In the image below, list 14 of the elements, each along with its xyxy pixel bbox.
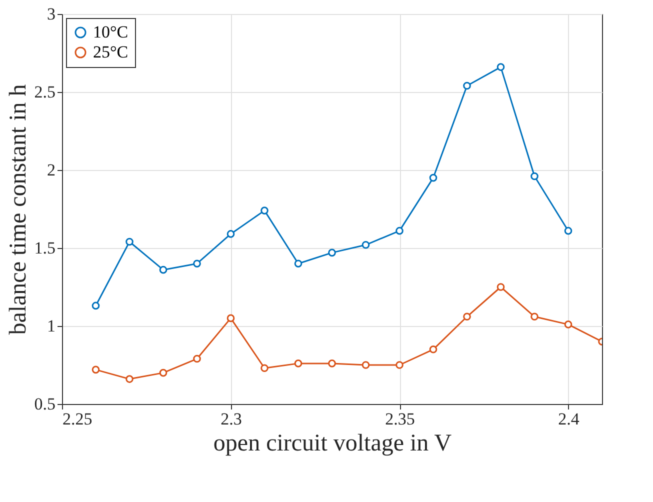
y-tick-label: 3 <box>47 4 56 24</box>
y-tick-label: 1 <box>47 316 56 336</box>
x-tick-label: 2.4 <box>558 410 580 428</box>
y-axis-title: balance time constant in h <box>5 84 32 335</box>
x-tick-label: 2.35 <box>385 410 415 428</box>
legend-label: 25°C <box>93 42 128 62</box>
x-tick-label: 2.3 <box>220 410 242 428</box>
y-tick-label: 0.5 <box>34 394 56 414</box>
legend-label: 10°C <box>93 22 128 42</box>
y-tick-label: 1.5 <box>34 238 56 258</box>
y-tick-label: 2 <box>47 160 56 180</box>
x-tick-label: 2.25 <box>62 410 92 428</box>
y-tick-label: 2.5 <box>34 82 56 102</box>
x-axis-title: open circuit voltage in V <box>213 430 452 456</box>
